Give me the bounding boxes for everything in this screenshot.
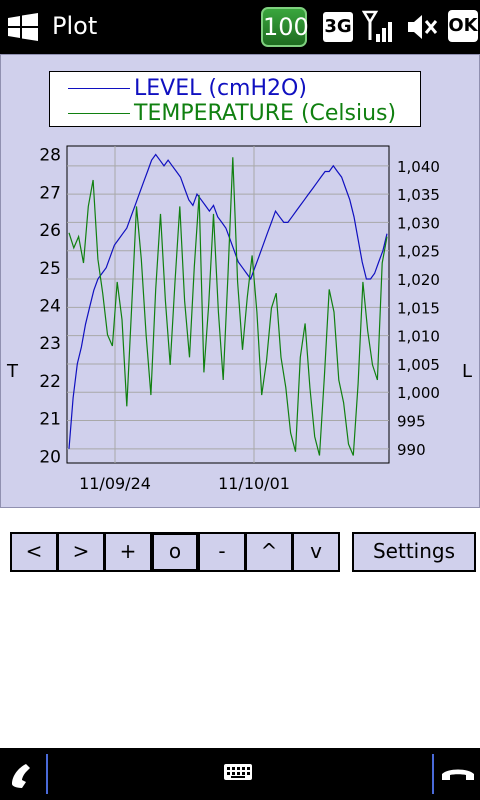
left-tick-label: 26 [39,221,61,241]
left-axis-label: T [7,361,18,382]
x-tick-label: 11/10/01 [218,474,290,493]
windows-start-icon[interactable] [6,12,40,42]
phone-call-icon[interactable] [4,754,44,794]
temperature-series-line [68,157,388,456]
left-tick-label: 22 [39,372,61,392]
right-tick-label: 1,005 [397,356,440,374]
volume-muted-icon[interactable] [405,10,439,44]
left-tick-label: 21 [39,410,61,430]
ok-button[interactable]: OK [448,10,478,42]
plot-toolbar: < > + o - ^ v [10,532,340,572]
soft-key-divider-right [432,754,434,794]
right-tick-label: 1,015 [397,299,440,317]
legend-label-level: LEVEL (cmH2O) [134,75,307,101]
left-tick-label: 25 [39,259,61,279]
plot-chart[interactable]: 1,040 1,035 1,030 1,025 1,020 1,015 1,010 1,005… [1,55,480,509]
right-tick-label: 1,020 [397,271,440,289]
left-tick-label: 28 [39,146,61,166]
zoom-reset-button[interactable]: o [151,532,199,572]
plot-panel: LEVEL (cmH2O) TEMPERATURE (Celsius) 1,04… [0,54,480,508]
right-tick-label: 1,000 [397,384,440,402]
phone-hangup-icon[interactable] [438,754,478,794]
left-tick-label: 23 [39,334,61,354]
right-tick-label: 990 [397,441,426,459]
zoom-in-button[interactable]: + [104,532,152,572]
soft-key-divider-left [46,754,48,794]
right-tick-label: 1,025 [397,243,440,261]
legend-item-temperature: TEMPERATURE (Celsius) [68,100,396,126]
right-tick-label: 1,040 [397,158,440,176]
scroll-down-button[interactable]: v [292,532,340,572]
scroll-left-button[interactable]: < [10,532,58,572]
right-tick-label: 1,030 [397,214,440,232]
legend-item-level: LEVEL (cmH2O) [68,75,307,101]
scroll-right-button[interactable]: > [57,532,105,572]
legend-label-temperature: TEMPERATURE (Celsius) [134,100,397,126]
scroll-up-button[interactable]: ^ [245,532,293,572]
signal-strength-icon [362,10,392,42]
right-tick-label: 1,010 [397,328,440,346]
left-tick-label: 27 [39,183,61,203]
level-series-line [68,153,388,449]
chart-legend: LEVEL (cmH2O) TEMPERATURE (Celsius) [49,71,421,127]
network-3g-icon: 3G [323,12,353,42]
legend-swatch-level [68,87,130,89]
status-bar: Plot 100 3G OK [0,0,480,54]
legend-swatch-temperature [68,112,130,114]
keyboard-icon[interactable] [223,762,253,782]
soft-key-bar [0,748,480,800]
left-tick-label: 20 [39,447,61,467]
right-tick-label: 1,035 [397,186,440,204]
right-tick-label: 995 [397,413,426,431]
battery-indicator: 100 [261,7,309,47]
left-tick-label: 24 [39,297,61,317]
x-tick-label: 11/09/24 [79,474,151,493]
app-title: Plot [52,12,98,40]
settings-button[interactable]: Settings [352,532,476,572]
right-axis-label: L [462,361,473,382]
zoom-out-button[interactable]: - [198,532,246,572]
